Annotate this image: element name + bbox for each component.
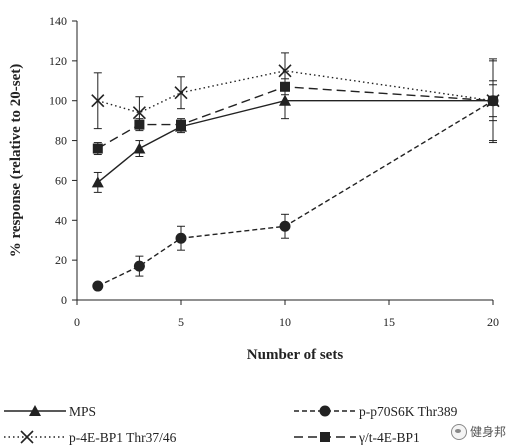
data-point — [91, 176, 104, 188]
series-p-4e-bp1-thr37-46 — [91, 52, 500, 130]
data-point — [92, 143, 103, 154]
y-tick-label: 60 — [55, 173, 67, 187]
series-line — [97, 70, 494, 114]
x-marker-stroke — [174, 86, 188, 100]
legend-label: MPS — [69, 404, 96, 419]
series-p-p70s6k-thr389 — [92, 58, 499, 292]
legend-item: γ/t-4E-BP1 — [294, 430, 420, 445]
legend: MPS p-p70S6K Thr389 p-4E-BP1 Thr37/46 γ/t-4… — [4, 404, 458, 445]
data-point — [175, 232, 187, 244]
x-tick-label: 5 — [178, 315, 184, 329]
y-tick-label: 100 — [49, 94, 67, 108]
data-point — [134, 119, 145, 130]
x-tick-label: 15 — [383, 315, 395, 329]
data-point — [92, 280, 104, 292]
y-tick-label: 120 — [49, 54, 67, 68]
legend-label: p-4E-BP1 Thr37/46 — [69, 430, 177, 445]
legend-swatch-marker — [20, 430, 34, 444]
x-marker-stroke — [91, 94, 105, 108]
x-tick-label: 0 — [74, 315, 80, 329]
data-point — [278, 64, 292, 78]
x-tick-label: 20 — [487, 315, 499, 329]
y-tick-label: 20 — [55, 253, 67, 267]
legend-label: p-p70S6K Thr389 — [359, 404, 458, 419]
series-line — [97, 100, 494, 287]
series--t-4e-bp1 — [92, 78, 498, 156]
y-tick-label: 140 — [49, 14, 67, 28]
x-tick-label: 10 — [279, 315, 291, 329]
data-point — [132, 106, 146, 120]
x-marker-stroke — [278, 64, 292, 78]
legend-swatch-marker — [29, 405, 41, 416]
x-marker-stroke — [20, 430, 34, 444]
x-axis-title: Number of sets — [247, 347, 344, 363]
y-axis-title: % response (relative to 20-set) — [8, 64, 24, 258]
watermark-text: 健身邦 — [469, 425, 506, 439]
data-point — [91, 94, 105, 108]
wechat-icon — [450, 423, 467, 440]
data-point — [488, 95, 498, 106]
data-point — [133, 260, 145, 272]
legend-item: MPS — [4, 404, 96, 419]
y-tick-label: 80 — [55, 134, 67, 148]
series-line — [97, 100, 493, 183]
data-point — [133, 142, 146, 154]
y-tick-label: 40 — [55, 213, 67, 227]
series-layer — [91, 52, 500, 292]
data-point — [280, 81, 290, 92]
legend-label: γ/t-4E-BP1 — [358, 430, 420, 445]
watermark: 健身邦 — [450, 423, 506, 440]
data-point — [279, 220, 291, 232]
axes: 0 20 40 60 80 100 120 140 0 5 10 15 20 — [49, 14, 499, 329]
x-marker-stroke — [132, 106, 146, 120]
data-point — [176, 119, 186, 130]
y-tick-label: 0 — [61, 293, 67, 307]
data-point — [174, 86, 188, 100]
legend-item: p-p70S6K Thr389 — [294, 404, 458, 419]
series-mps — [91, 60, 499, 193]
legend-swatch-marker — [320, 432, 330, 442]
data-point — [279, 94, 291, 106]
legend-item: p-4E-BP1 Thr37/46 — [4, 430, 177, 445]
legend-swatch-marker — [319, 405, 331, 417]
